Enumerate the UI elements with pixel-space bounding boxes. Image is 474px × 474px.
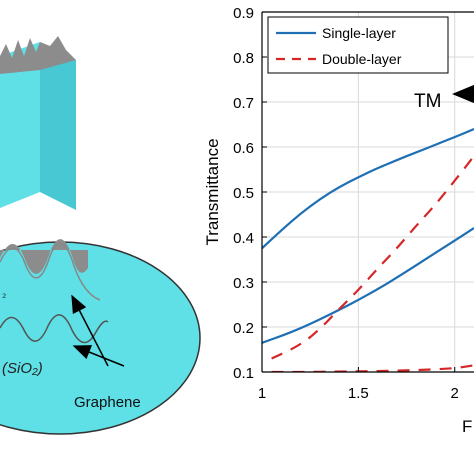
legend-box	[267, 16, 449, 74]
y-tick-label: 0.2	[233, 320, 254, 337]
wave-outline-upper	[0, 242, 101, 301]
graphene-pointer-b	[72, 345, 125, 367]
tm-annotation: TM	[414, 91, 441, 112]
sio2-inner-label: (SiO₂)	[2, 360, 43, 377]
sio2-edge-label: ₂	[2, 288, 6, 300]
y-ticks: 0.1 0.2 0.3 0.4 0.5 0.6 0.7 0.8 0.9	[233, 5, 267, 382]
graphene-label: Graphene	[74, 394, 141, 411]
y-tick-label: 0.5	[233, 185, 254, 202]
graphene-pointer-a	[71, 294, 109, 367]
y-tick-label: 0.8	[233, 50, 254, 67]
y-tick-label: 0.3	[233, 275, 254, 292]
legend: Single-layer Double-layer	[267, 16, 449, 74]
series-line-single-lower	[262, 227, 474, 344]
slab-side-face	[40, 42, 76, 210]
y-tick-label: 0.1	[233, 365, 254, 382]
legend-label-double: Double-layer	[322, 51, 402, 67]
x-tick-label: 2	[451, 385, 459, 402]
legend-label-single: Single-layer	[322, 25, 396, 41]
x-axis-label-partial: F	[462, 417, 472, 436]
y-tick-label: 0.6	[233, 140, 254, 157]
series-line-double-upper	[271, 155, 474, 360]
y-axis-label: Transmittance	[203, 138, 222, 245]
wave-outline-lower	[0, 314, 109, 344]
x-tick-label: 1	[258, 385, 266, 402]
slab-top-face	[0, 42, 40, 208]
series-line-single-upper	[262, 127, 474, 250]
y-tick-label: 0.4	[233, 230, 254, 247]
x-ticks: 1 1.5 2	[258, 367, 459, 402]
chart: 0.10.20.30.40.50.60.70.80.9 1 1.5 2 Transm…	[203, 5, 474, 436]
y-tick-label: 0.9	[233, 5, 254, 22]
device-schematic: ₂ (SiO₂) Graphene	[0, 36, 201, 435]
graphene-corrugation-top	[0, 36, 76, 74]
x-tick-label: 1.5	[348, 385, 369, 402]
y-tick-label: 0.7	[233, 95, 254, 112]
